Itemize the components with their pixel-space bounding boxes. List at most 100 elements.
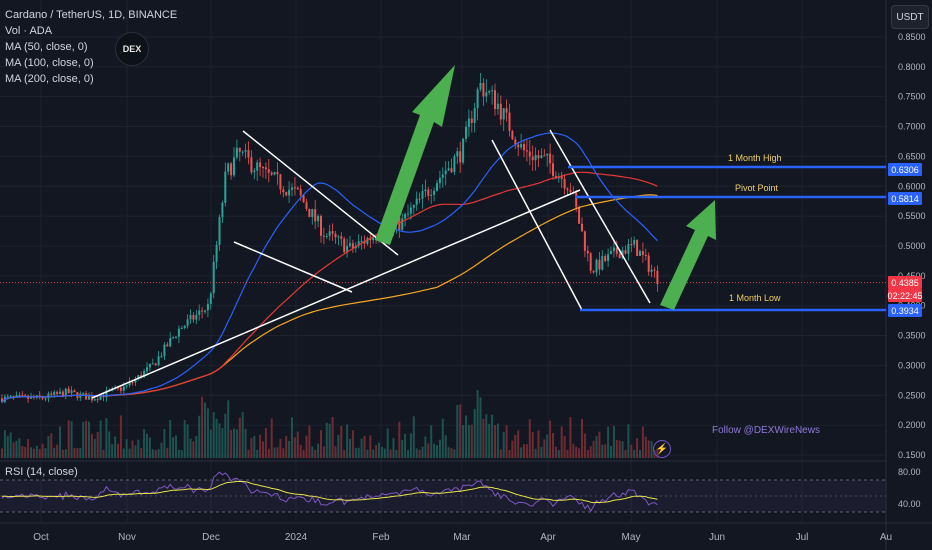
lightning-icon[interactable]: ⚡	[653, 440, 671, 458]
volume-bar	[267, 448, 270, 458]
candle-body	[279, 174, 282, 190]
volume-bar	[543, 439, 546, 458]
volume-bar	[601, 444, 604, 458]
candle-body	[70, 390, 73, 394]
rsi-ma-line	[2, 481, 658, 504]
currency-button[interactable]: USDT	[891, 5, 929, 29]
volume-bar	[291, 417, 293, 458]
indicator-volume[interactable]: Vol · ADA	[5, 25, 53, 37]
candle-body	[534, 155, 537, 161]
candle-body	[508, 112, 511, 131]
candle-body	[430, 194, 433, 196]
volume-bar	[633, 449, 636, 458]
dex-logo: DEX	[115, 32, 149, 66]
candle-body	[473, 108, 476, 123]
candle-body	[221, 202, 224, 218]
volume-bar	[328, 423, 331, 458]
candle-body	[259, 162, 262, 168]
candle-body	[189, 314, 192, 320]
volume-bar	[317, 443, 320, 458]
volume-bar	[111, 444, 114, 458]
rsi-band	[0, 480, 886, 512]
volume-bar	[424, 436, 427, 458]
volume-bar	[540, 446, 543, 458]
candle-body	[610, 251, 612, 255]
indicator-ma200[interactable]: MA (200, close, 0)	[5, 73, 94, 85]
volume-bar	[198, 415, 201, 458]
volume-bar	[247, 449, 250, 458]
volume-bar	[473, 409, 476, 458]
volume-bar	[592, 440, 595, 458]
candle-body	[1, 398, 3, 402]
volume-bar	[444, 435, 447, 458]
volume-bar	[117, 443, 119, 458]
candle-body	[209, 293, 212, 304]
candle-body	[552, 163, 554, 176]
candle-body	[122, 386, 125, 391]
candle-body	[61, 391, 64, 397]
volume-bar	[383, 448, 386, 458]
candle-body	[427, 189, 430, 196]
candle-body	[505, 108, 508, 113]
volume-bar	[183, 420, 186, 458]
rsi-tick-label: 40.00	[898, 499, 921, 509]
volume-bar	[44, 448, 47, 458]
candle-body	[183, 325, 186, 328]
volume-bar	[409, 433, 412, 458]
ma50-line	[1, 132, 658, 403]
candle-body	[453, 156, 456, 173]
candle-body	[305, 202, 308, 209]
volume-bar	[395, 449, 398, 458]
volume-bar	[201, 396, 204, 458]
volume-bar	[589, 446, 592, 458]
candle-body	[592, 270, 595, 273]
indicator-ma50[interactable]: MA (50, close, 0)	[5, 41, 88, 53]
volume-bar	[412, 416, 415, 458]
pivot-point-label: Pivot Point	[735, 183, 779, 193]
volume-bar	[264, 428, 267, 458]
candle-body	[291, 187, 293, 190]
volume-bar	[215, 418, 218, 458]
candle-body	[601, 256, 604, 270]
candle-body	[578, 207, 581, 224]
volume-bar	[146, 433, 148, 458]
candle-body	[627, 244, 630, 254]
volume-bar	[189, 438, 192, 458]
candle-body	[514, 139, 517, 145]
candle-body	[531, 156, 534, 161]
volume-bar	[430, 425, 433, 458]
candle-body	[575, 192, 578, 208]
candle-body	[653, 269, 656, 271]
volume-bar	[82, 422, 85, 458]
volume-bar	[494, 424, 496, 458]
volume-bar	[595, 436, 598, 458]
candle-body	[633, 239, 636, 245]
candle-body	[644, 255, 647, 257]
volume-bar	[650, 441, 653, 458]
volume-bar	[6, 435, 9, 458]
volume-bar	[421, 446, 424, 458]
volume-bar	[450, 447, 453, 458]
candle-body	[38, 395, 41, 398]
candle-body	[293, 187, 296, 189]
volume-bar	[476, 390, 479, 458]
volume-bar	[343, 449, 346, 458]
candle-body	[230, 163, 233, 176]
volume-bar	[441, 418, 444, 458]
candle-body	[595, 259, 598, 273]
volume-bar	[24, 446, 27, 458]
volume-bar	[465, 415, 467, 458]
candle-body	[317, 216, 320, 222]
candle-body	[67, 388, 70, 394]
volume-bar	[79, 448, 82, 458]
volume-bar	[177, 449, 180, 458]
candle-body	[581, 223, 583, 232]
volume-bar	[621, 441, 624, 458]
volume-bar	[546, 434, 549, 458]
volume-bar	[427, 443, 430, 458]
rsi-label[interactable]: RSI (14, close)	[5, 466, 78, 478]
volume-bar	[583, 433, 586, 458]
indicator-ma100[interactable]: MA (100, close, 0)	[5, 57, 94, 69]
candle-body	[299, 189, 302, 196]
